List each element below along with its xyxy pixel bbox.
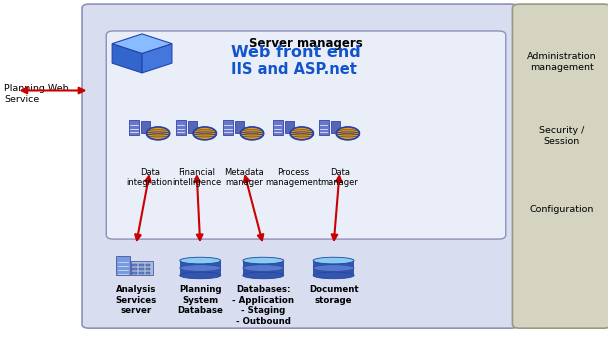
Text: Process
management: Process management — [266, 168, 322, 187]
Ellipse shape — [313, 272, 354, 279]
Ellipse shape — [243, 257, 284, 264]
Ellipse shape — [180, 265, 220, 272]
Text: Planning
System
Database: Planning System Database — [177, 285, 223, 315]
Text: Security /
Session: Security / Session — [539, 126, 584, 145]
Ellipse shape — [193, 127, 216, 140]
Text: Document
storage: Document storage — [309, 285, 359, 305]
Text: Planning Web
Service: Planning Web Service — [4, 84, 69, 103]
FancyBboxPatch shape — [146, 268, 150, 270]
Text: Data
manager: Data manager — [321, 168, 359, 187]
Ellipse shape — [180, 257, 220, 264]
Polygon shape — [243, 261, 284, 275]
FancyBboxPatch shape — [319, 120, 329, 135]
Polygon shape — [142, 44, 172, 73]
Text: Financial
intelligence: Financial intelligence — [172, 168, 221, 187]
Ellipse shape — [243, 272, 284, 279]
FancyBboxPatch shape — [139, 264, 144, 266]
FancyBboxPatch shape — [273, 120, 283, 135]
FancyBboxPatch shape — [146, 264, 150, 266]
Text: Metadata
manager: Metadata manager — [224, 168, 264, 187]
FancyBboxPatch shape — [132, 272, 136, 274]
FancyBboxPatch shape — [116, 256, 130, 275]
Text: Databases:
- Application
- Staging
- Outbound: Databases: - Application - Staging - Out… — [232, 285, 294, 326]
Text: Web front end: Web front end — [231, 45, 361, 60]
FancyBboxPatch shape — [512, 4, 609, 328]
FancyBboxPatch shape — [188, 121, 197, 133]
FancyBboxPatch shape — [129, 120, 139, 135]
FancyBboxPatch shape — [223, 120, 233, 135]
Text: Configuration: Configuration — [529, 205, 594, 214]
FancyBboxPatch shape — [235, 121, 244, 133]
FancyBboxPatch shape — [139, 268, 144, 270]
FancyBboxPatch shape — [82, 4, 518, 328]
FancyBboxPatch shape — [141, 121, 150, 133]
Text: IIS and ASP.net: IIS and ASP.net — [231, 62, 356, 77]
Text: Server managers: Server managers — [249, 37, 362, 49]
Ellipse shape — [180, 272, 220, 279]
Ellipse shape — [313, 265, 354, 272]
FancyBboxPatch shape — [285, 121, 294, 133]
Text: Administration
management: Administration management — [527, 52, 596, 72]
FancyBboxPatch shape — [139, 272, 144, 274]
FancyBboxPatch shape — [175, 120, 186, 135]
Polygon shape — [313, 261, 354, 275]
Polygon shape — [112, 34, 172, 54]
FancyBboxPatch shape — [132, 264, 136, 266]
FancyBboxPatch shape — [106, 31, 505, 239]
Text: Data
integration: Data integration — [127, 168, 173, 187]
Text: Analysis
Services
server: Analysis Services server — [115, 285, 157, 315]
Ellipse shape — [243, 265, 284, 272]
FancyBboxPatch shape — [146, 272, 150, 274]
FancyBboxPatch shape — [132, 268, 136, 270]
Ellipse shape — [313, 257, 354, 264]
Polygon shape — [180, 261, 220, 275]
Ellipse shape — [336, 127, 359, 140]
Ellipse shape — [146, 127, 170, 140]
Polygon shape — [112, 44, 142, 73]
FancyBboxPatch shape — [132, 261, 153, 275]
FancyBboxPatch shape — [331, 121, 340, 133]
Ellipse shape — [241, 127, 264, 140]
Ellipse shape — [290, 127, 314, 140]
